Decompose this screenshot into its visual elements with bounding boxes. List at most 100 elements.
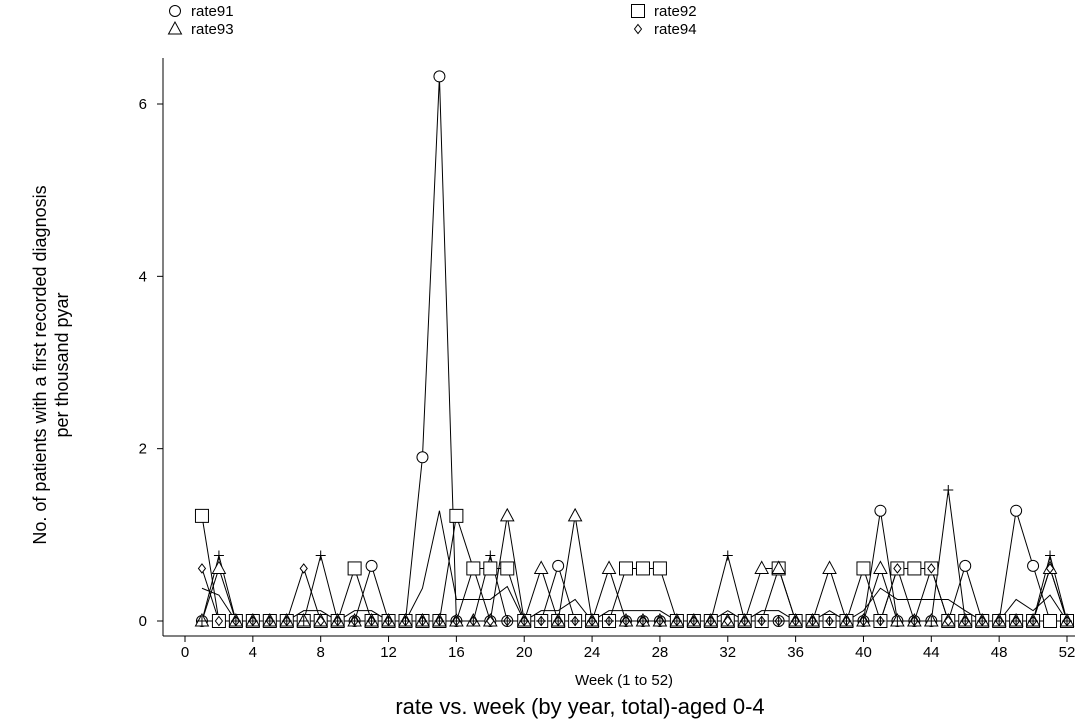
- data-point-series5: [400, 616, 411, 626]
- data-point-series5: [604, 616, 615, 626]
- data-point-rate94: [927, 563, 936, 574]
- x-tick-label: 4: [249, 644, 257, 661]
- data-point-series5: [587, 616, 598, 626]
- x-tick-label: 28: [652, 644, 669, 661]
- x-tick-label: 24: [584, 644, 601, 661]
- data-point-series5: [519, 616, 530, 626]
- series-line-series5: [201, 489, 1068, 622]
- data-point-rate91: [874, 504, 887, 517]
- plot-area: [194, 70, 1075, 628]
- data-point-series5: [485, 550, 496, 561]
- data-point-series5: [824, 616, 835, 626]
- data-point-series5: [688, 616, 699, 626]
- data-point-rate92: [1043, 614, 1058, 628]
- y-tick-label: 2: [139, 441, 147, 458]
- data-point-rate92: [483, 561, 498, 576]
- data-point-series5: [926, 616, 937, 626]
- data-point-rate92: [347, 561, 362, 576]
- data-point-series5: [705, 616, 716, 626]
- data-point-series5: [298, 616, 309, 626]
- data-point-rate94: [1045, 563, 1055, 574]
- x-tick-label: 8: [317, 644, 325, 661]
- x-tick-label: 52: [1059, 644, 1076, 661]
- data-point-series5: [722, 550, 733, 561]
- data-point-series5: [196, 616, 207, 626]
- data-point-rate91: [416, 451, 429, 464]
- y-tick-label: 4: [139, 268, 147, 285]
- data-point-rate91: [365, 559, 378, 572]
- data-point-series5: [451, 616, 462, 626]
- legend-marker-rate93: [167, 20, 183, 35]
- data-point-rate94: [944, 615, 953, 627]
- data-point-rate94: [316, 615, 325, 627]
- x-tick-label: 44: [923, 644, 940, 661]
- data-point-series5: [654, 616, 665, 626]
- data-point-rate92: [466, 561, 481, 576]
- data-point-series5: [909, 616, 920, 626]
- data-point-series5: [807, 616, 818, 626]
- data-point-rate94: [723, 615, 732, 627]
- data-point-series5: [858, 616, 869, 626]
- data-point-series5: [1062, 616, 1072, 626]
- data-point-rate94: [214, 615, 224, 627]
- x-tick-label: 40: [855, 644, 872, 661]
- data-point-rate94: [486, 615, 495, 627]
- legend-marker-rate94: [633, 23, 643, 35]
- data-point-series5: [671, 616, 682, 626]
- legend-label-rate92: rate92: [654, 3, 697, 20]
- x-tick-label: 12: [380, 644, 397, 661]
- data-point-series5: [553, 616, 564, 626]
- data-point-series5: [621, 616, 631, 626]
- y-tick-label: 6: [139, 96, 147, 113]
- x-tick-label: 16: [448, 644, 465, 661]
- data-point-rate91: [433, 70, 446, 83]
- data-point-series5: [230, 616, 241, 626]
- data-point-rate92: [619, 561, 633, 576]
- data-point-series5: [247, 616, 258, 626]
- data-point-series5: [434, 616, 445, 626]
- legend: rate91 rate92 rate93 rate94: [167, 3, 697, 38]
- data-point-series5: [841, 616, 852, 626]
- data-point-series5: [417, 616, 428, 626]
- data-point-rate93: [873, 560, 888, 574]
- data-point-series5: [383, 616, 394, 626]
- data-point-series5: [366, 616, 377, 626]
- y-tick-label: 0: [139, 613, 147, 630]
- data-point-series5: [994, 616, 1005, 626]
- x-tick-label: 20: [516, 644, 533, 661]
- data-point-rate92: [652, 561, 667, 576]
- data-point-rate93: [601, 560, 617, 574]
- data-point-series5: [213, 550, 224, 561]
- data-point-rate91: [959, 559, 972, 572]
- legend-label-rate94: rate94: [654, 21, 697, 38]
- data-point-rate92: [449, 508, 464, 523]
- data-point-rate92: [194, 508, 209, 523]
- data-point-series5: [281, 616, 292, 626]
- data-point-rate94: [197, 563, 207, 574]
- data-point-series5: [756, 616, 767, 626]
- x-tick-label: 48: [991, 644, 1008, 661]
- data-point-series5: [502, 616, 513, 626]
- data-point-rate93: [567, 507, 583, 522]
- data-point-series5: [536, 616, 547, 626]
- legend-label-rate91: rate91: [191, 3, 234, 20]
- y-axis-title: No. of patients with a first recorded di…: [30, 185, 72, 544]
- data-point-rate93: [771, 560, 786, 574]
- x-tick-label: 32: [719, 644, 736, 661]
- legend-label-rate93: rate93: [191, 21, 234, 38]
- data-point-rate91: [552, 559, 565, 572]
- data-point-series5: [960, 616, 971, 626]
- data-point-series5: [637, 616, 648, 626]
- x-tick-label: 36: [787, 644, 804, 661]
- legend-marker-rate92: [631, 4, 645, 18]
- data-point-series5: [332, 616, 343, 626]
- data-point-rate92: [500, 561, 515, 576]
- data-point-rate93: [822, 560, 837, 574]
- legend-marker-rate91: [169, 5, 181, 17]
- data-point-series5: [892, 616, 903, 626]
- y-axis-title-line1: No. of patients with a first recorded di…: [30, 185, 50, 544]
- data-point-series5: [875, 616, 886, 626]
- data-point-rate93: [211, 560, 227, 574]
